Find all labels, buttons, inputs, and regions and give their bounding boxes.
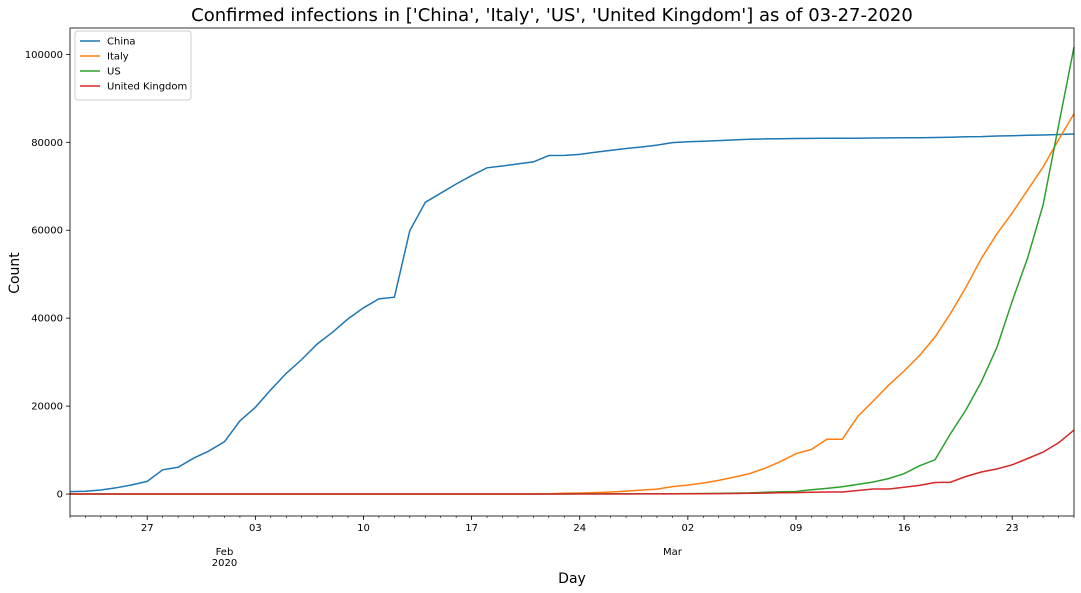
legend-label: Italy: [107, 52, 129, 63]
legend-label: United Kingdom: [107, 82, 187, 93]
y-axis: 0 20000 40000 60000 80000 100000: [25, 50, 70, 501]
y-tick-label: 40000: [31, 314, 63, 325]
series-line-china: [69, 133, 1075, 493]
x-tick-label: 27: [141, 523, 154, 534]
chart-title: Confirmed infections in ['China', 'Italy…: [191, 5, 913, 26]
y-tick-label: 0: [57, 490, 63, 501]
legend-label: China: [107, 37, 136, 48]
legend-box: [74, 30, 192, 101]
y-tick-label: 100000: [25, 50, 63, 61]
x-tick-label: 24: [573, 523, 586, 534]
x-month-label: 2020: [212, 558, 237, 569]
x-month-label: Feb: [216, 547, 234, 558]
x-tick-label: 16: [898, 523, 911, 534]
x-tick-label: 03: [249, 523, 262, 534]
series-layer: [69, 46, 1075, 495]
x-tick-label: 10: [357, 523, 370, 534]
y-tick-label: 20000: [31, 402, 63, 413]
y-tick-label: 80000: [31, 138, 63, 149]
x-month-label: Mar: [663, 547, 683, 558]
chart-legend: China Italy US United Kingdom: [74, 30, 192, 101]
plot-frame: [69, 27, 1075, 517]
x-tick-label: 02: [681, 523, 694, 534]
y-axis-label: Count: [7, 252, 23, 294]
x-tick-label: 09: [790, 523, 803, 534]
legend-label: US: [107, 67, 121, 78]
x-tick-label: 17: [465, 523, 478, 534]
x-axis-label: Day: [558, 571, 586, 587]
x-tick-label: 23: [1006, 523, 1019, 534]
plot-area: [69, 27, 1075, 517]
series-line-united-kingdom: [70, 429, 1075, 495]
y-tick-label: 60000: [31, 226, 63, 237]
